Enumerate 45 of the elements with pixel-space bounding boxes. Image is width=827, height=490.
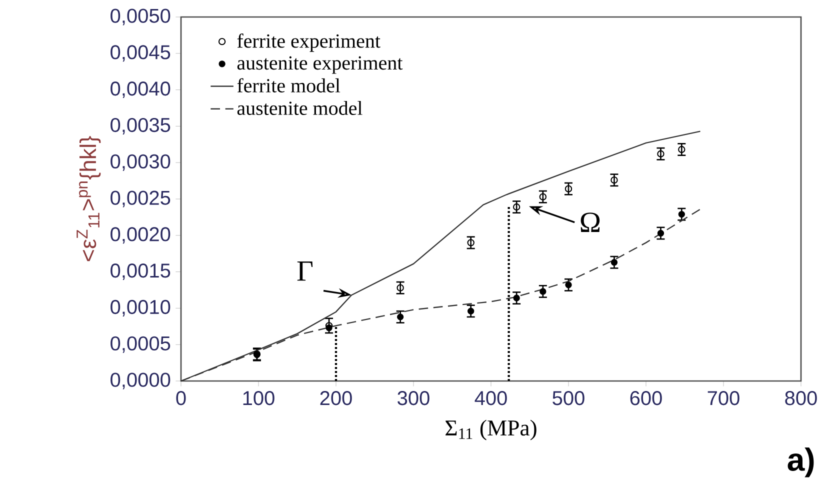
x-tick-label: 700 xyxy=(708,391,740,406)
x-axis-title: Σ$_{11}$ (MPa) xyxy=(446,420,536,440)
text: a) xyxy=(788,447,814,478)
point xyxy=(657,230,664,237)
x-tick-label: 400 xyxy=(474,391,507,406)
y-tick-label: 0,0045 xyxy=(110,45,170,62)
y-tick-label: 0,0025 xyxy=(110,190,170,208)
y-tick-label: 0,0030 xyxy=(110,154,170,171)
legend-label: austenite experiment xyxy=(237,56,403,74)
y-tick-label: 0,0005 xyxy=(110,336,170,353)
point xyxy=(564,185,572,192)
point xyxy=(468,308,474,314)
y-tick-label: 0,0000 xyxy=(110,372,170,390)
x-tick-label: 500 xyxy=(552,391,584,406)
y-axis-title: <ε$^{Z}$$_{11}$>$^{pn}${hkl} xyxy=(76,136,101,262)
y-tick-label: 0,0040 xyxy=(110,82,170,98)
annotation: Γ xyxy=(297,261,313,281)
point xyxy=(540,288,546,295)
x-tick-label: 600 xyxy=(630,391,662,406)
point xyxy=(678,146,686,154)
y-tick-label: 0,0020 xyxy=(110,227,170,244)
y-tick-label: 0,0035 xyxy=(110,118,170,134)
point xyxy=(678,210,685,218)
x-tick-label: 100 xyxy=(243,391,274,406)
legend-label: ferrite model xyxy=(237,78,340,92)
point xyxy=(512,203,520,211)
y-tick-label: 0,0010 xyxy=(110,300,170,316)
point xyxy=(513,294,520,302)
point xyxy=(396,314,404,320)
legend-label: ferrite experiment xyxy=(237,34,380,52)
y-tick-label: 0,0015 xyxy=(110,264,170,280)
x-tick-label: 300 xyxy=(398,391,430,406)
legend-label: austenite model xyxy=(237,100,362,115)
x-tick-label: 200 xyxy=(320,391,352,406)
x-tick-label: 800 xyxy=(785,391,817,406)
y-tick-label: 0,0050 xyxy=(110,8,170,26)
point xyxy=(565,282,572,288)
point xyxy=(467,239,474,246)
point xyxy=(610,176,618,184)
x-tick-label: 0 xyxy=(176,391,186,406)
annotation: Ω xyxy=(580,212,600,232)
point xyxy=(657,150,664,158)
point xyxy=(396,284,404,292)
point xyxy=(610,259,618,266)
point xyxy=(539,193,547,200)
